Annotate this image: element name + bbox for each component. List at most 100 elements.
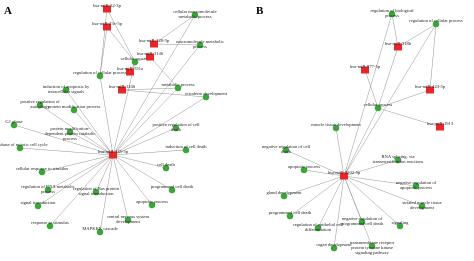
- node-label: signal transduction: [20, 201, 56, 205]
- node-label-box: regulation of Ras protein signal transdu…: [73, 187, 119, 196]
- node-label-box: apoptotic process: [288, 165, 320, 169]
- mirna-node: [109, 151, 117, 159]
- edge: [106, 8, 136, 63]
- node-label-box: muscle tissue development: [311, 123, 361, 127]
- node-label-box: positive regulation of cell death: [152, 123, 199, 132]
- node-label: macromolecule metabolic process: [176, 40, 224, 49]
- edge: [106, 26, 136, 63]
- node-label: hsa-miR-518b: [384, 42, 412, 46]
- mirna-node: [146, 53, 154, 61]
- node-label: transmembrane receptor protein tyrosine …: [349, 241, 395, 255]
- edge: [112, 61, 136, 156]
- node-label: G1 phase of mitotic cell cycle: [0, 143, 48, 147]
- edge: [112, 96, 207, 156]
- term-node: [174, 84, 182, 92]
- node-label-box: signaling: [392, 221, 409, 225]
- node-label-box: hsa-miR-3146: [137, 52, 163, 56]
- node-label: response to stimulus: [31, 221, 69, 225]
- node-label: cellular response to stimulus: [15, 167, 69, 171]
- edge: [41, 154, 114, 173]
- edge: [343, 159, 399, 177]
- mirna-node: [394, 43, 402, 51]
- node-label: hsa-miR-1913: [426, 122, 454, 126]
- node-label-box: G1 phase: [5, 120, 22, 124]
- node-label-box: hsa-miR-32-3p: [93, 4, 121, 8]
- node-label: hsa-miR-128-5p: [138, 39, 170, 43]
- mirna-node: [361, 66, 369, 74]
- edge: [343, 107, 379, 177]
- node-label: induction of cell death: [165, 145, 207, 149]
- term-node: [374, 104, 382, 112]
- node-label: striated muscle tissue development: [402, 201, 442, 210]
- term-node: [44, 186, 52, 194]
- node-label: negative regulation of cell death: [261, 145, 311, 154]
- term-node: [96, 228, 104, 236]
- node-label-box: programmed cell death: [269, 211, 311, 215]
- node-label-box: negative regulation of cell death: [261, 145, 311, 154]
- node-label-box: regulation of biological process: [370, 9, 413, 18]
- node-label-box: RNA splicing, via transesterification re…: [372, 155, 424, 164]
- edge: [285, 149, 345, 177]
- node-label-box: cellular response to stimulus: [15, 167, 69, 171]
- edge: [333, 175, 345, 249]
- term-node: [46, 222, 54, 230]
- edge: [99, 154, 114, 233]
- node-label: muscle tissue development: [311, 123, 361, 127]
- edge: [37, 154, 114, 207]
- node-label-box: apoptotic process: [135, 200, 169, 204]
- mirna-node: [150, 40, 158, 48]
- node-label-box: hsa-miR-518b: [384, 42, 412, 46]
- edge: [13, 124, 114, 156]
- node-label-box: hsa-miR-424-5p: [415, 85, 445, 89]
- edge: [112, 127, 177, 156]
- term-node: [300, 166, 308, 174]
- node-label: regulation of cellular process: [409, 19, 463, 23]
- edge: [283, 175, 345, 197]
- edge: [112, 44, 201, 156]
- term-node: [332, 124, 340, 132]
- node-label-box: hsa-miR-1246: [109, 85, 135, 89]
- term-node: [16, 144, 24, 152]
- term-node: [34, 202, 42, 210]
- node-label-box: macromolecule metabolic process: [176, 40, 224, 49]
- edge: [343, 175, 423, 207]
- edge: [317, 175, 345, 229]
- term-node: [396, 222, 404, 230]
- edge: [343, 175, 373, 247]
- node-label: central nervous system development: [106, 215, 150, 224]
- node-label-box: ectoderm development: [185, 92, 227, 96]
- node-label-box: induction of cell death: [165, 145, 207, 149]
- edge: [112, 87, 179, 156]
- mirna-node: [436, 123, 444, 131]
- edge: [112, 154, 129, 221]
- node-label-box: cellular process: [364, 103, 393, 107]
- edge: [65, 89, 114, 156]
- node-label: apoptotic process: [135, 200, 169, 204]
- mirna-node: [340, 172, 348, 180]
- edge: [95, 154, 114, 193]
- node-label-box: G1 phase of mitotic cell cycle: [0, 143, 48, 147]
- node-label-box: regulation of epithelial cell differenti…: [293, 223, 343, 232]
- node-label: MAPKKK cascade: [82, 227, 118, 231]
- term-node: [280, 192, 288, 200]
- edge: [343, 23, 437, 177]
- edge: [343, 175, 417, 187]
- node-label-box: metabolic process: [161, 83, 195, 87]
- panel-label: A: [4, 5, 12, 17]
- node-label: cell death: [157, 163, 175, 167]
- edge: [153, 14, 196, 45]
- node-label: RNA splicing, via transesterification re…: [372, 155, 424, 164]
- node-label: induction of apoptosis by intracellular …: [42, 85, 90, 94]
- term-node: [131, 58, 139, 66]
- edge: [121, 89, 207, 98]
- term-node: [394, 156, 402, 164]
- edge: [99, 26, 108, 77]
- term-node: [286, 212, 294, 220]
- node-label: metabolic process: [161, 83, 195, 87]
- edge: [49, 154, 114, 227]
- term-node: [314, 224, 322, 232]
- term-node: [418, 202, 426, 210]
- node-label: organ development: [316, 243, 352, 247]
- edge: [377, 89, 431, 109]
